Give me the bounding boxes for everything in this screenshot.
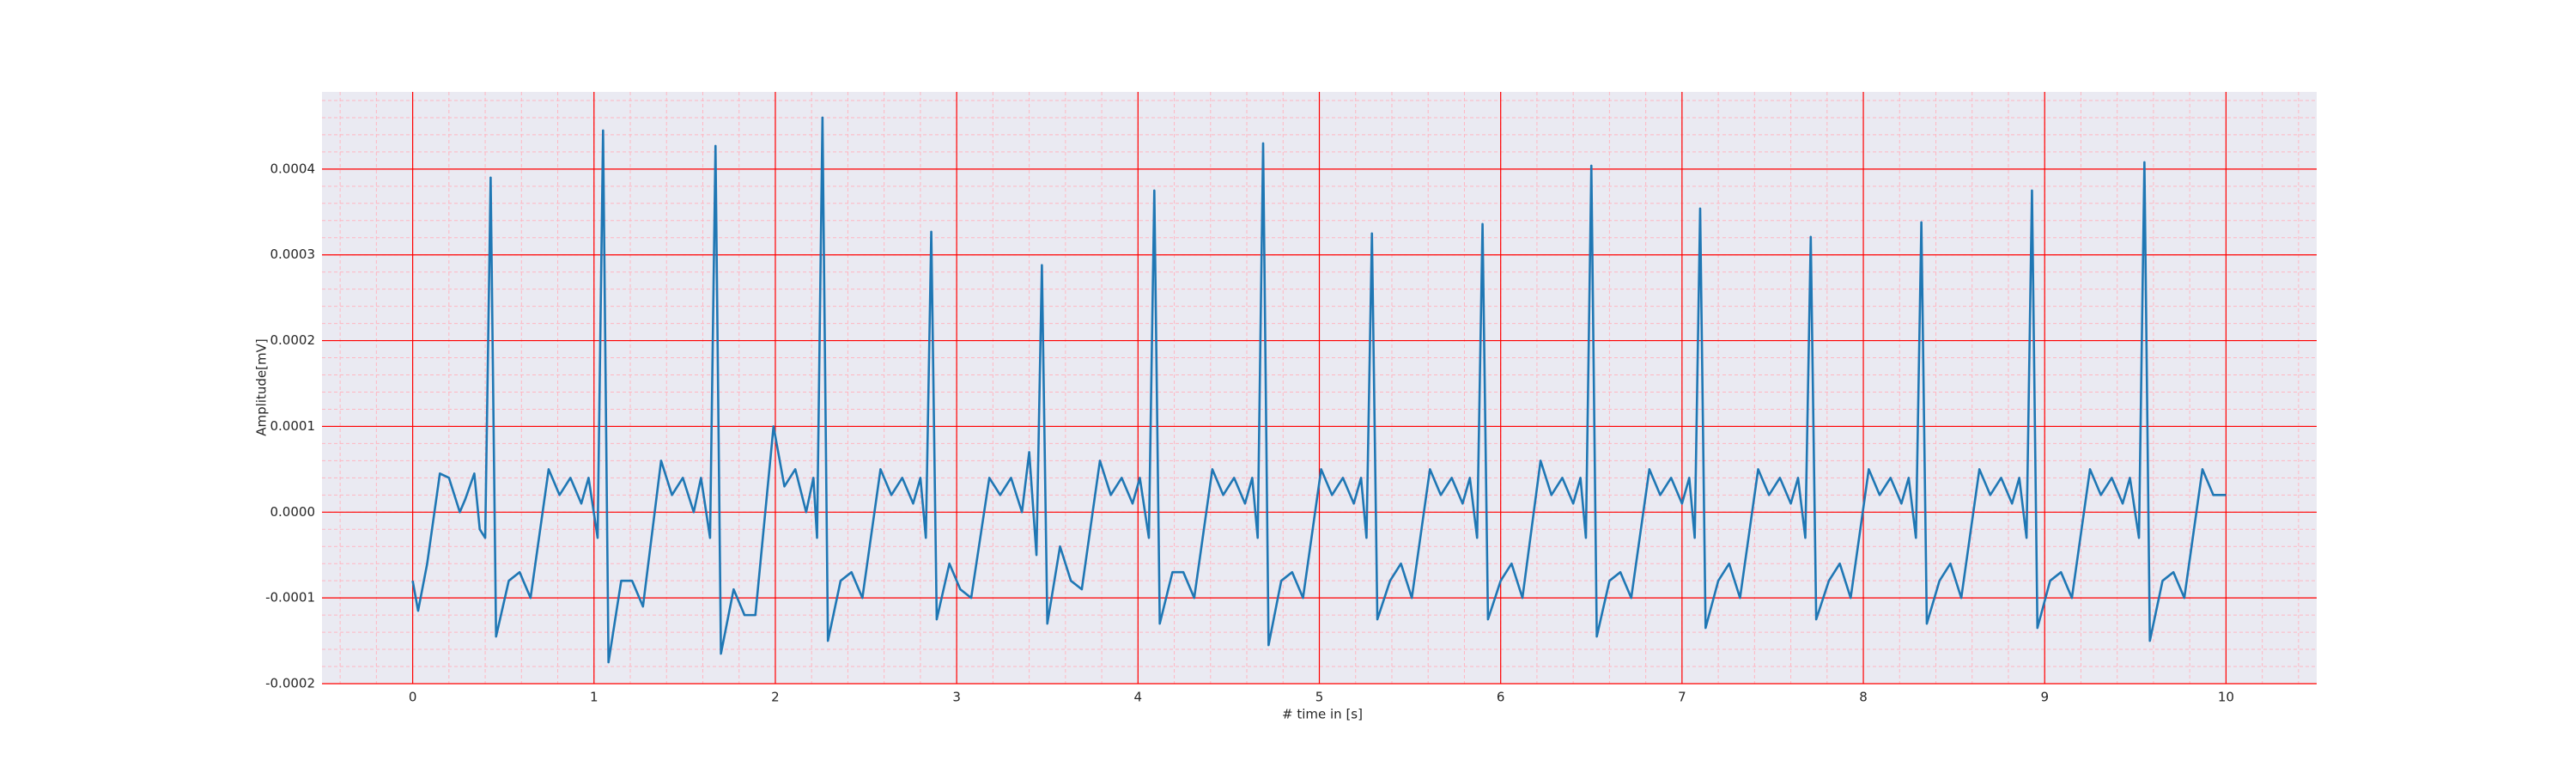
y-axis-label: Amplitude[mV] (254, 338, 270, 435)
x-tick-label: 10 (2218, 690, 2234, 705)
y-tick-label: 0.0002 (270, 332, 316, 348)
x-axis-label: # time in [s] (1282, 707, 1363, 722)
y-tick-label: -0.0001 (265, 590, 315, 606)
y-tick-label: 0.0004 (270, 161, 316, 176)
y-tick-label: 0.0000 (270, 504, 316, 520)
x-tick-label: 5 (1315, 690, 1324, 705)
y-tick-label: 0.0003 (270, 247, 316, 262)
x-tick-label: 9 (2040, 690, 2049, 705)
x-tick-label: 2 (771, 690, 780, 705)
ecg-line (411, 116, 2227, 664)
x-tick-label: 3 (952, 690, 961, 705)
x-tick-label: 6 (1497, 690, 1505, 705)
x-tick-label: 8 (1859, 690, 1868, 705)
x-tick-label: 1 (590, 690, 598, 705)
x-tick-label: 7 (1678, 690, 1686, 705)
x-tick-label: 4 (1134, 690, 1143, 705)
y-tick-label: -0.0002 (265, 676, 315, 691)
y-tick-label: 0.0001 (270, 418, 316, 434)
x-tick-label: 0 (409, 690, 417, 705)
